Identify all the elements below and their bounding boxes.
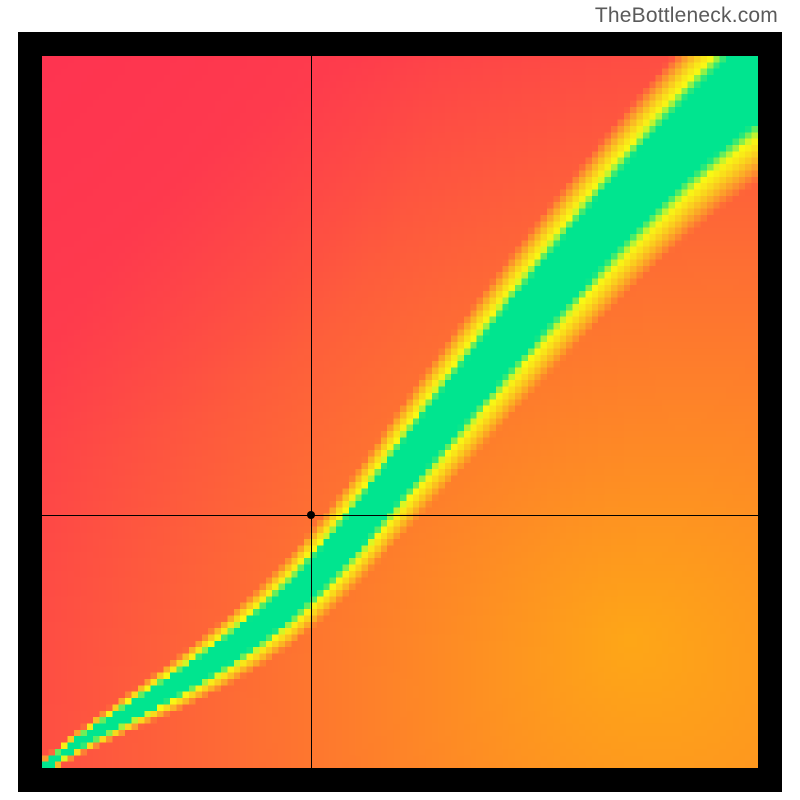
crosshair-vertical [311,56,312,768]
crosshair-horizontal [42,515,758,516]
plot-area [18,32,782,792]
watermark-text: TheBottleneck.com [595,4,778,28]
chart-container: TheBottleneck.com [0,0,800,800]
heatmap-canvas [42,56,758,768]
crosshair-marker [307,511,315,519]
